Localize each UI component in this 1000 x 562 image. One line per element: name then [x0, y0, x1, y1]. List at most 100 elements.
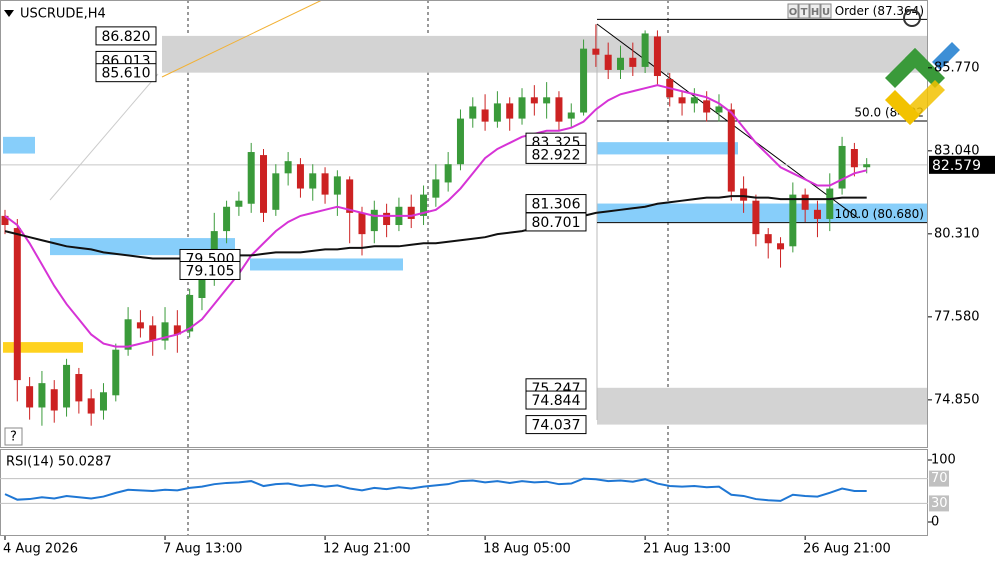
- y-tick-label: 80.310: [934, 226, 980, 241]
- candle-body: [567, 112, 575, 119]
- candle-body: [752, 200, 760, 235]
- candle-body: [198, 276, 206, 298]
- candle-body: [186, 294, 194, 332]
- rsi-line: [4, 477, 867, 502]
- toolbar-button[interactable]: [809, 3, 821, 19]
- candle-body: [247, 152, 255, 204]
- rsi-level-box: [929, 470, 949, 487]
- level-label: 86.820: [102, 29, 151, 45]
- candle-body: [629, 57, 637, 67]
- candle-body: [432, 179, 440, 198]
- current-price-label: 82.579: [932, 158, 981, 174]
- rsi-title: RSI(14) 50.0287: [6, 455, 112, 470]
- candle-body: [136, 322, 144, 329]
- candle-body: [530, 97, 538, 104]
- candle-body: [38, 383, 46, 408]
- y-tick-label: 30: [931, 496, 948, 511]
- level-label: 81.306: [532, 197, 581, 213]
- candle-body: [703, 100, 711, 113]
- toolbar-button[interactable]: [820, 3, 832, 19]
- candle-body: [764, 234, 772, 244]
- candle-body: [801, 194, 809, 210]
- logo-ring: [903, 9, 921, 27]
- candle-body: [321, 173, 329, 195]
- candle-body: [789, 194, 797, 247]
- help-button-label[interactable]: ?: [10, 430, 17, 445]
- trend-line: [49, 73, 159, 201]
- toolbar-button[interactable]: [787, 3, 799, 19]
- zone: [3, 342, 83, 353]
- toolbar-button-label[interactable]: H: [811, 7, 819, 18]
- candle-body: [407, 206, 415, 219]
- candle-body: [272, 173, 280, 210]
- level-label-box: [525, 415, 587, 435]
- candle-body: [456, 118, 464, 165]
- candle-body: [518, 97, 526, 119]
- level-label: 79.105: [186, 263, 235, 279]
- main-frame: [0, 0, 928, 448]
- title-arrow: [4, 10, 14, 17]
- logo-shape: [932, 42, 960, 70]
- trend-line: [161, 0, 323, 78]
- candle-body: [863, 164, 871, 168]
- toolbar-button-label[interactable]: O: [789, 7, 798, 18]
- help-button[interactable]: [4, 427, 23, 446]
- candle-body: [383, 212, 391, 226]
- candle-body: [678, 97, 686, 104]
- toolbar-button[interactable]: [798, 3, 810, 19]
- level-label: 74.037: [532, 418, 581, 434]
- level-label-box: [525, 212, 587, 232]
- candle-body: [826, 188, 834, 219]
- zone: [597, 142, 738, 155]
- candle-body: [420, 194, 428, 216]
- candle-body: [309, 173, 317, 189]
- candle-body: [333, 176, 341, 195]
- candle-body: [653, 36, 661, 77]
- rsi-level-box: [929, 495, 949, 512]
- overlay: 86.82086.01385.61079.50079.10575.24774.8…: [4, 3, 832, 446]
- fib-label: Loss Order (87.364): [805, 4, 924, 18]
- rsi-frame: [0, 449, 928, 536]
- x-tick-label: 4 Aug 2026: [3, 542, 78, 557]
- candle-body: [124, 319, 132, 350]
- y-tick-label: 83.040: [934, 143, 980, 158]
- candle-body: [173, 325, 181, 335]
- level-label-box: [179, 260, 241, 280]
- candle-body: [112, 349, 120, 396]
- candle-body: [813, 209, 821, 219]
- candle-body: [617, 57, 624, 70]
- x-tick-label: 12 Aug 21:00: [323, 542, 411, 557]
- candle-body: [223, 206, 231, 232]
- y-tick-label: 74.850: [934, 392, 980, 407]
- level-label-box: [525, 144, 587, 164]
- candle-body: [444, 164, 452, 183]
- candle-body: [26, 386, 34, 408]
- candle-body: [260, 155, 268, 213]
- logo-shape: [905, 48, 945, 88]
- y-tick-label: 100: [931, 453, 956, 468]
- candle-body: [690, 97, 698, 104]
- moving-average: [4, 84, 867, 348]
- zone: [3, 136, 35, 154]
- candle-body: [149, 325, 157, 341]
- candle-body: [346, 179, 354, 213]
- candle-body: [543, 97, 551, 104]
- candle-body: [727, 109, 735, 192]
- zone: [250, 258, 403, 271]
- level-label-box: [95, 26, 157, 46]
- candle-body: [358, 212, 366, 235]
- level-label-box: [95, 63, 157, 83]
- candle-body: [580, 48, 588, 113]
- level-label: 85.610: [102, 66, 151, 82]
- logo: [885, 9, 960, 125]
- x-tick-label: 21 Aug 13:00: [643, 542, 731, 557]
- toolbar-button-label[interactable]: U: [822, 7, 830, 18]
- candle-body: [1, 215, 9, 226]
- y-tick-label: 77.580: [934, 309, 980, 324]
- candle-body: [555, 97, 563, 122]
- x-tick-label: 7 Aug 13:00: [163, 542, 242, 557]
- candle-body: [592, 48, 600, 55]
- toolbar-button-label[interactable]: T: [801, 7, 808, 18]
